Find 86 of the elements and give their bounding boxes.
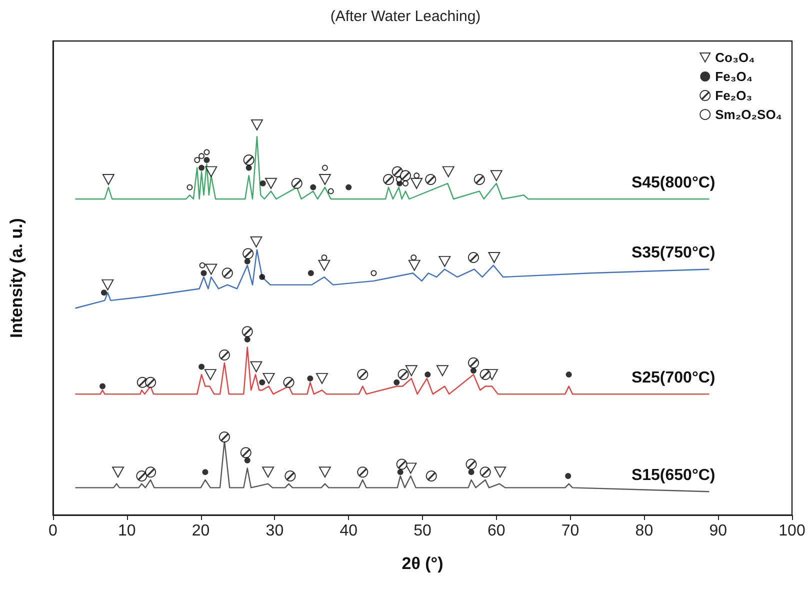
legend-label: Co₃O₄ — [715, 50, 755, 65]
point — [244, 336, 250, 342]
point — [246, 164, 252, 171]
point — [100, 290, 107, 296]
point — [436, 365, 448, 376]
point — [310, 184, 316, 190]
x-tick-label: 70 — [561, 522, 580, 540]
point — [250, 236, 262, 248]
legend-label: Sm₂O₂SO₄ — [715, 107, 782, 122]
point — [200, 270, 207, 276]
point — [410, 178, 423, 189]
point — [186, 184, 193, 190]
point — [198, 164, 205, 171]
point — [442, 166, 454, 178]
point — [204, 156, 210, 163]
x-tick-label: 20 — [192, 522, 210, 540]
point — [397, 469, 404, 476]
point — [102, 174, 114, 185]
point — [205, 166, 218, 178]
point — [405, 365, 418, 376]
x-tick-label: 90 — [709, 522, 728, 540]
point — [410, 254, 417, 261]
point — [318, 466, 331, 478]
point — [244, 258, 250, 264]
point — [102, 279, 114, 290]
point — [204, 149, 210, 156]
series-label: S25(700°C) — [631, 370, 716, 387]
point — [308, 270, 314, 276]
point — [565, 472, 572, 479]
legend-label: Fe₃O₄ — [715, 69, 753, 84]
x-tick-label: 30 — [266, 522, 284, 540]
point — [262, 372, 275, 384]
point — [408, 260, 420, 271]
point — [316, 372, 328, 384]
point — [204, 369, 216, 380]
point — [468, 469, 474, 476]
point — [370, 270, 377, 276]
point — [470, 368, 476, 374]
x-tick-label: 50 — [414, 522, 432, 540]
chart-title: (After Water Leaching) — [330, 8, 481, 25]
point — [265, 178, 278, 189]
legend-label: Fe₂O₃ — [715, 88, 752, 103]
point — [112, 466, 124, 478]
point — [328, 188, 334, 194]
x-tick-label: 100 — [778, 522, 806, 540]
point — [205, 264, 218, 275]
point — [318, 260, 330, 271]
x-tick-label: 80 — [635, 522, 654, 540]
point — [259, 274, 266, 280]
point — [322, 164, 328, 171]
point — [199, 262, 206, 268]
point — [194, 156, 200, 163]
point — [488, 252, 500, 264]
point — [307, 375, 314, 382]
point — [566, 372, 572, 378]
point — [198, 364, 205, 370]
point — [260, 180, 266, 186]
x-tick-label: 10 — [118, 522, 136, 540]
point — [404, 462, 417, 474]
point — [318, 174, 331, 185]
point — [202, 469, 208, 476]
x-axis-title: 2θ (°) — [402, 554, 444, 573]
point — [250, 119, 263, 130]
point — [198, 153, 205, 160]
point — [321, 254, 328, 261]
point — [494, 466, 506, 478]
x-tick-label: 60 — [488, 522, 506, 540]
point — [262, 466, 274, 478]
point — [259, 379, 266, 386]
point — [250, 361, 262, 372]
point — [244, 457, 250, 464]
point — [394, 379, 400, 386]
point — [438, 256, 451, 267]
x-tick-label: 0 — [48, 522, 58, 540]
point — [402, 180, 409, 186]
series-label: S15(650°C) — [631, 467, 716, 484]
series-label: S45(800°C) — [631, 174, 716, 192]
series-label: S35(750°C) — [631, 244, 716, 262]
point — [424, 372, 431, 378]
point — [396, 176, 402, 182]
y-axis-title: Intensity (a. u.) — [7, 218, 26, 338]
point — [414, 172, 420, 179]
point — [100, 383, 106, 390]
x-tick-label: 40 — [340, 522, 358, 540]
point — [490, 170, 502, 182]
point — [346, 184, 352, 190]
